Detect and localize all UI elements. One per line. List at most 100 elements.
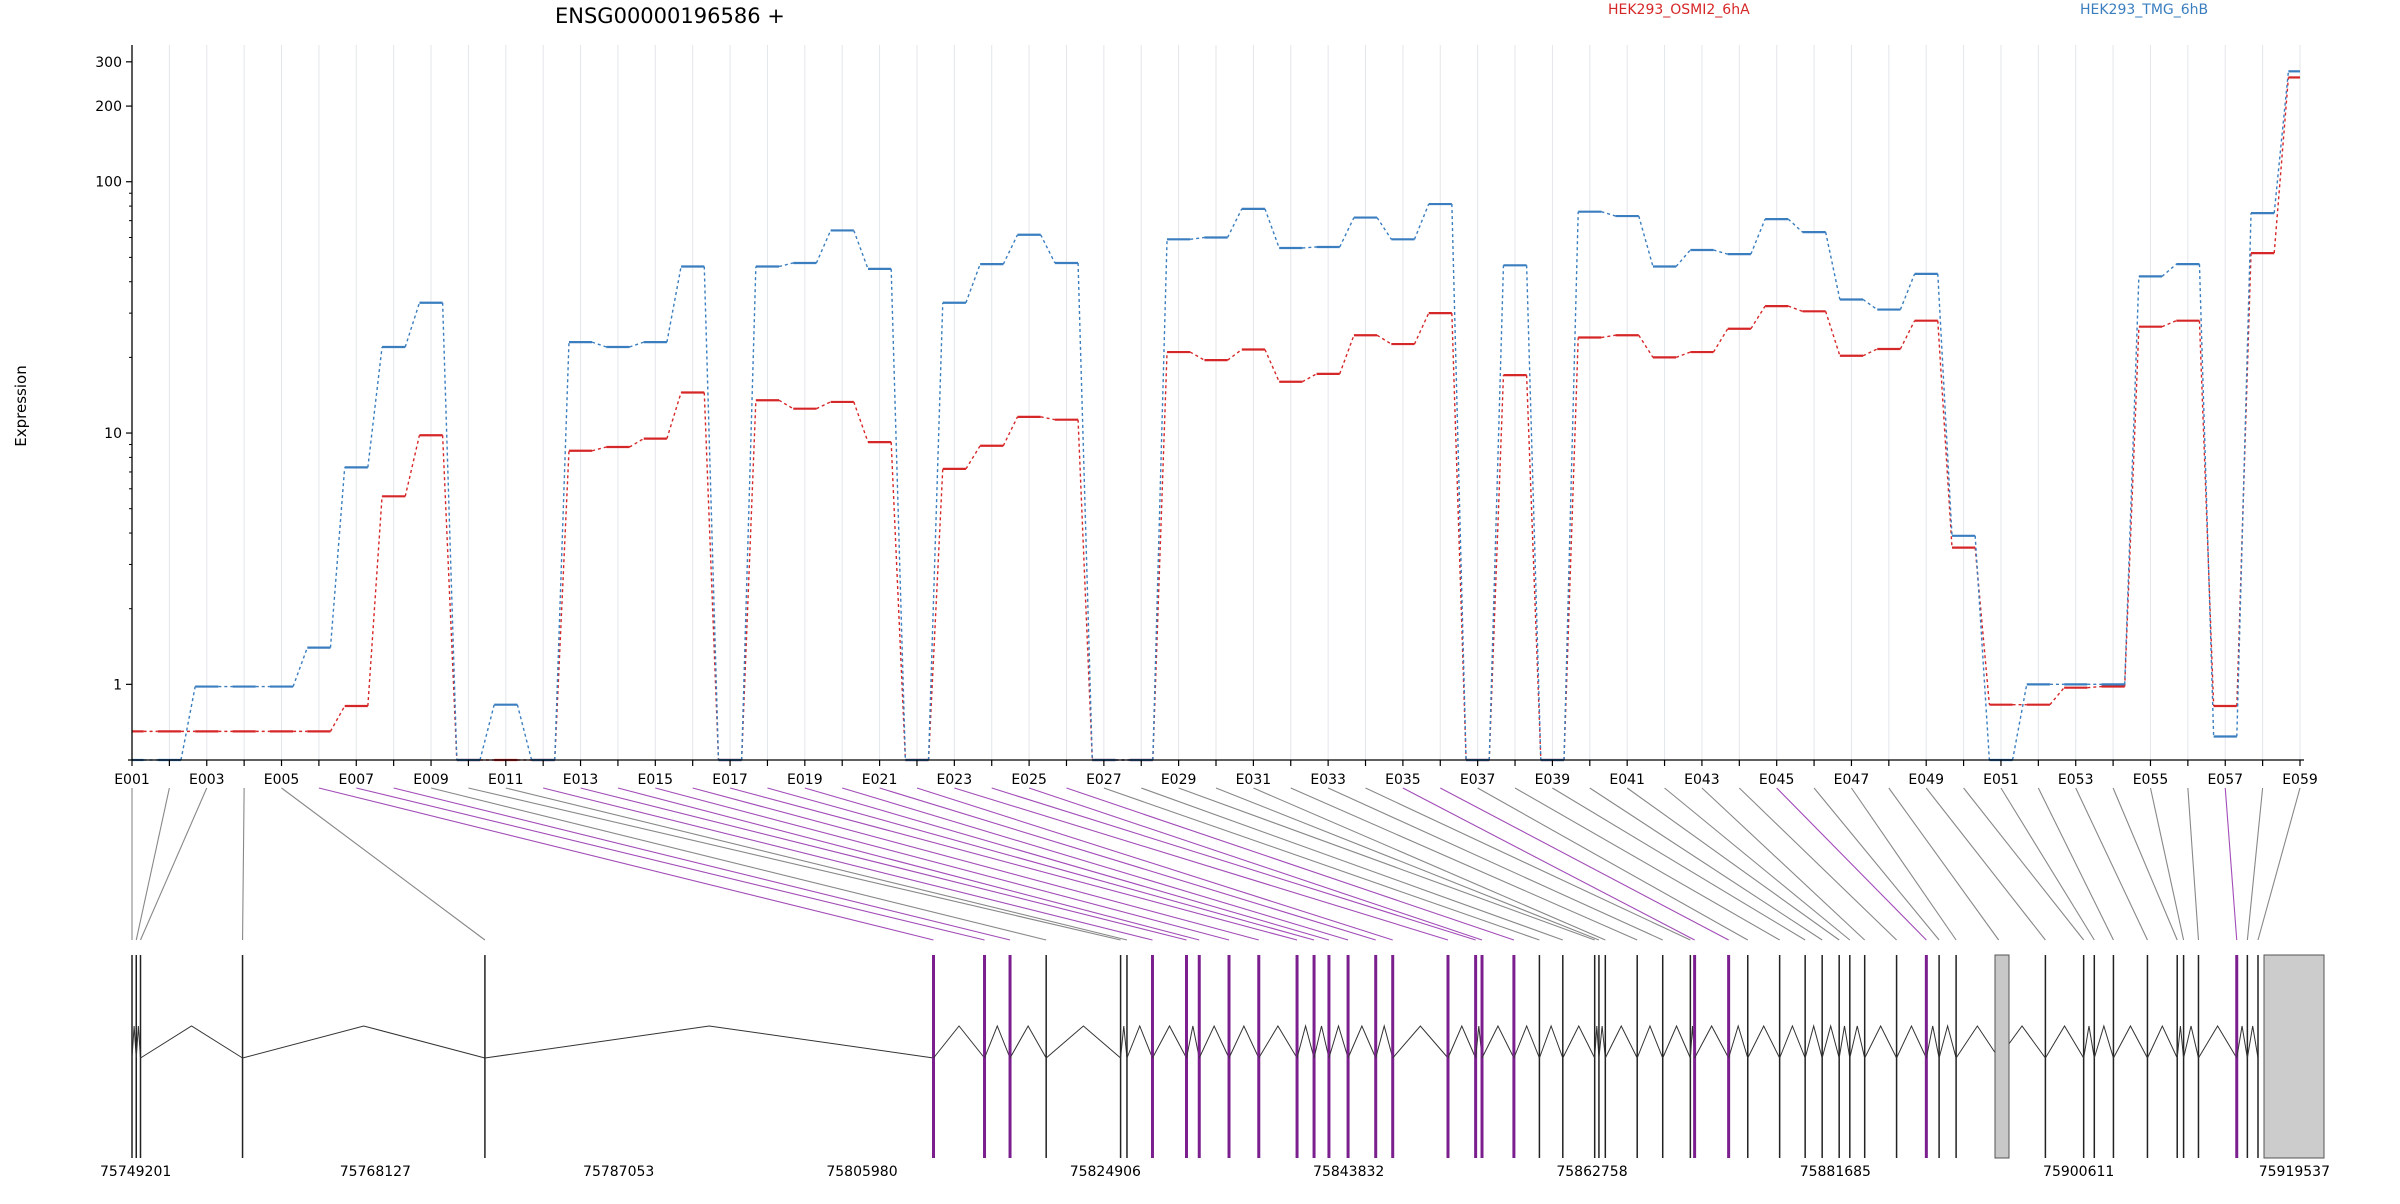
chart-title: ENSG00000196586 + [555,4,785,28]
y-tick-label-1: 1 [113,677,122,693]
coordinate-label-75881685: 75881685 [1800,1164,1871,1180]
connector-e017 [740,400,757,761]
connector-e008 [404,435,421,497]
connector-e046 [1824,311,1841,356]
connector-e054 [2112,787,2178,941]
gene-model: 75749201 75768127 75787053 75805980 75824906… [100,954,2330,1180]
x-tick-label-e003: E003 [189,772,225,788]
connector-e032 [1290,787,1638,941]
intron-e015 [1228,1024,1260,1059]
connector-e055 [2161,320,2177,328]
connector-e037 [1477,787,1749,941]
series-layer [132,70,2300,762]
connector-e037 [1488,375,1505,761]
connector-e008 [393,787,1011,941]
connector-e019 [815,230,832,264]
connector-e036 [1451,204,1467,761]
connector-e043 [1701,787,1866,941]
connector-e009 [430,787,1047,941]
connector-e059 [2257,787,2301,941]
x-tick-label-e041: E041 [1609,772,1645,788]
connector-e057 [2224,787,2238,941]
intron-e014 [1198,1024,1230,1059]
x-tick-label-e033: E033 [1310,772,1346,788]
x-tick-label-e035: E035 [1385,772,1421,788]
intron-e018 [1313,1025,1330,1059]
x-tick-label-e029: E029 [1161,772,1197,788]
x-tick-label-e059: E059 [2282,772,2318,788]
connector-e039 [1552,787,1806,941]
connector-e031 [1253,787,1606,941]
intron-e053 [2146,1024,2178,1059]
y-tick-label-200: 200 [95,99,122,115]
connector-e056 [2198,264,2215,737]
connector-e052 [2037,787,2114,941]
connector-e031 [1264,349,1280,383]
connector-e008 [404,302,421,348]
coordinate-label-75805980: 75805980 [826,1164,897,1180]
y-tick-label-100: 100 [95,175,122,191]
intron-e055 [2183,1025,2199,1059]
intron-e008 [1009,1024,1047,1059]
intron-e043 [1864,1024,1898,1059]
connector-e042 [1664,787,1851,941]
connector-e045 [1776,787,1927,941]
connector-e024 [1002,416,1019,447]
x-tick-label-e047: E047 [1834,772,1870,788]
x-tick-label-e031: E031 [1236,772,1272,788]
connector-e041 [1626,787,1840,941]
connector-e037 [1488,265,1505,761]
coordinate-label-75749201: 75749201 [100,1164,171,1180]
x-tick-label-e005: E005 [264,772,300,788]
connector-e026 [1077,419,1093,761]
intron-e049 [2044,1025,2085,1059]
intron-e028 [1562,1024,1596,1059]
connector-e025 [1040,416,1056,421]
connector-e035 [1402,787,1695,941]
connector-e040 [1601,211,1616,217]
connector-e038 [1525,375,1542,761]
intron-e019 [1328,1024,1349,1059]
connector-e022 [916,787,1393,941]
connector-e009 [441,302,458,761]
intron-e038 [1779,1024,1806,1059]
connector-e006 [329,467,346,648]
connector-e024 [991,787,1476,941]
connector-e006 [329,705,346,732]
intron-e037 [1747,1024,1781,1059]
connector-e049 [1925,787,2046,941]
y-tick-label-300: 300 [95,55,122,71]
connector-e051 [2000,787,2095,941]
intron-e007 [984,1024,1011,1059]
connector-e029 [1190,236,1205,241]
intron-e009 [1045,1025,1121,1059]
intron-e045 [1925,1025,1940,1059]
connector-e030 [1227,348,1243,361]
connector-e004 [242,787,245,941]
connector-e047 [1862,348,1878,357]
intron-e058 [2246,1025,2259,1059]
connector-e047 [1850,787,1957,941]
intron-e004 [242,1025,486,1059]
x-tick-label-e053: E053 [2058,772,2094,788]
connector-e003 [139,787,208,941]
intron-e030 [1598,1025,1606,1059]
connector-e056 [2198,320,2215,707]
connector-e013 [591,341,607,348]
connector-e051 [2011,684,2028,761]
x-tick-label-e055: E055 [2133,772,2169,788]
connector-e054 [2123,326,2140,687]
connector-e035 [1413,203,1430,240]
connector-e038 [1514,787,1780,941]
intron-e044 [1896,1024,1927,1059]
connector-e020 [853,401,869,443]
connector-e017 [740,266,757,761]
intron-e011 [1126,1024,1153,1059]
y-axis-label: Expression [12,365,30,446]
intron-e016 [1258,1025,1298,1059]
intron-e050 [2083,1025,2095,1059]
coordinate-label-75919537: 75919537 [2259,1164,2330,1180]
grid-lines [131,45,2301,760]
connector-e044 [1750,218,1766,255]
x-tick-label-e023: E023 [937,772,973,788]
